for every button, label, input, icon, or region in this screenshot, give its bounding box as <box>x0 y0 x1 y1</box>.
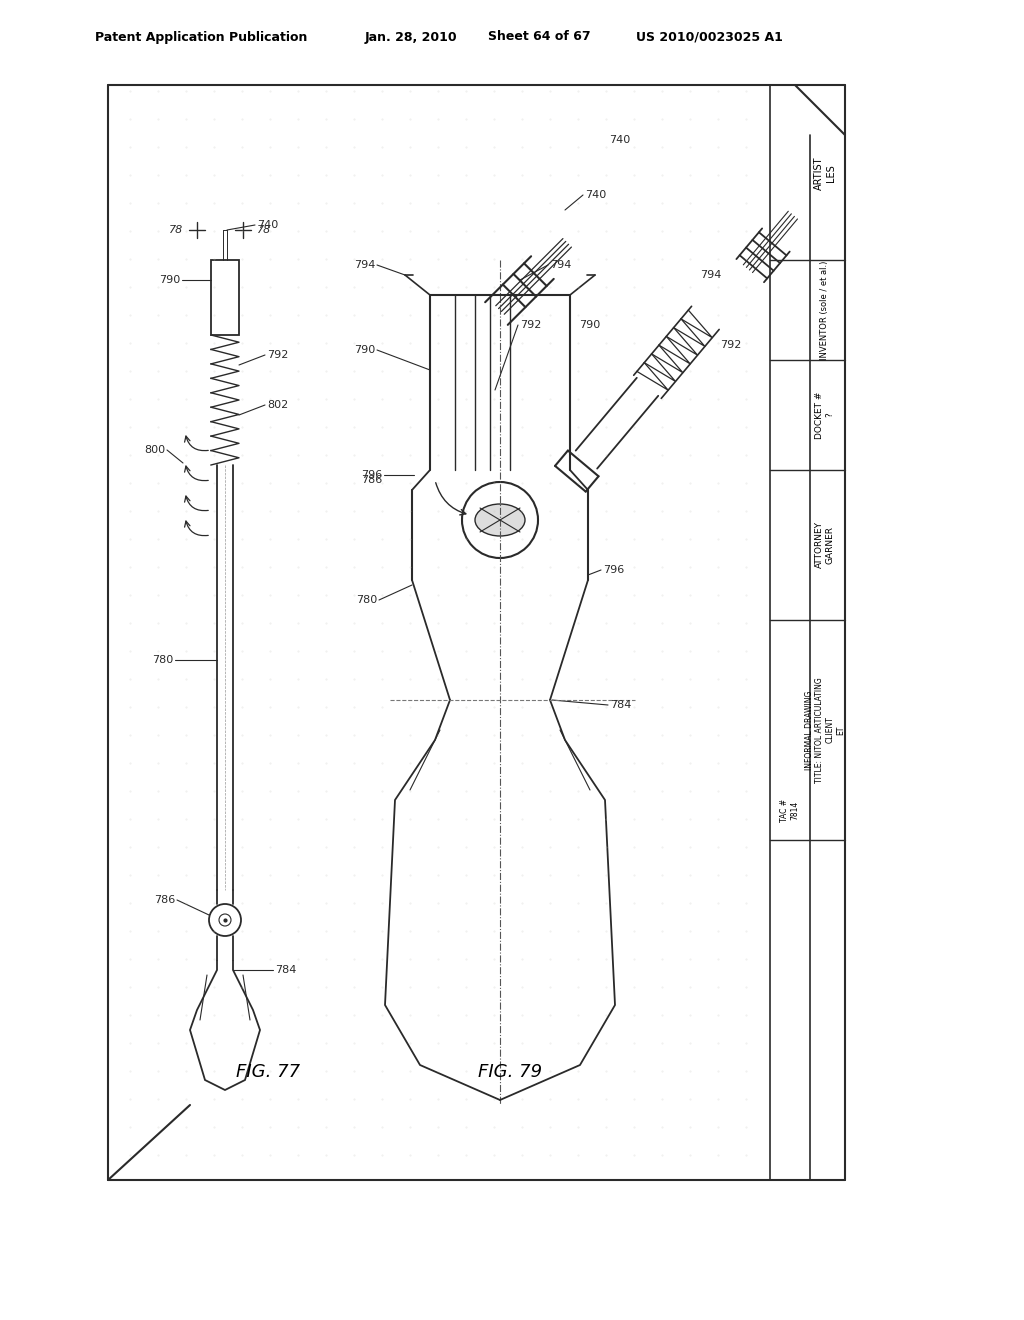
Text: 796: 796 <box>603 565 625 576</box>
Text: 792: 792 <box>720 341 741 350</box>
Circle shape <box>209 904 241 936</box>
Text: DOCKET #
?: DOCKET # ? <box>815 391 835 438</box>
Circle shape <box>462 482 538 558</box>
Text: FIG. 79: FIG. 79 <box>478 1063 542 1081</box>
Ellipse shape <box>475 504 525 536</box>
Text: 794: 794 <box>700 271 721 280</box>
Text: 794: 794 <box>550 260 571 271</box>
Text: Jan. 28, 2010: Jan. 28, 2010 <box>365 30 458 44</box>
Text: Patent Application Publication: Patent Application Publication <box>95 30 307 44</box>
Text: 790: 790 <box>353 345 375 355</box>
Text: INFORMAL DRAWING
TITLE: NITOL ARTICULATING
CLIENT
ET: INFORMAL DRAWING TITLE: NITOL ARTICULATI… <box>805 677 845 783</box>
Text: 78: 78 <box>169 224 183 235</box>
Text: 792: 792 <box>520 319 542 330</box>
Text: 780: 780 <box>152 655 173 665</box>
Text: 740: 740 <box>257 220 279 230</box>
Text: ATTORNEY
GARNER: ATTORNEY GARNER <box>815 521 835 569</box>
Text: 790: 790 <box>579 319 600 330</box>
Text: 796: 796 <box>360 470 382 480</box>
Text: 780: 780 <box>355 595 377 605</box>
Text: US 2010/0023025 A1: US 2010/0023025 A1 <box>636 30 783 44</box>
Text: 794: 794 <box>353 260 375 271</box>
Text: 802: 802 <box>267 400 288 411</box>
Text: 790: 790 <box>159 275 180 285</box>
Text: 786: 786 <box>154 895 175 906</box>
Text: 786: 786 <box>360 475 382 484</box>
Text: 740: 740 <box>608 135 630 145</box>
Text: 78: 78 <box>257 224 271 235</box>
Text: FIG. 77: FIG. 77 <box>236 1063 300 1081</box>
Text: 800: 800 <box>144 445 165 455</box>
Text: 740: 740 <box>585 190 606 201</box>
Text: ARTIST
LES: ARTIST LES <box>814 156 836 190</box>
Text: INVENTOR (sole / et al.): INVENTOR (sole / et al.) <box>820 260 829 359</box>
Text: 784: 784 <box>610 700 632 710</box>
Text: 784: 784 <box>275 965 296 975</box>
Text: 792: 792 <box>267 350 289 360</box>
Polygon shape <box>211 260 239 335</box>
Text: Sheet 64 of 67: Sheet 64 of 67 <box>488 30 591 44</box>
Text: TAC #
7814: TAC # 7814 <box>780 799 800 821</box>
